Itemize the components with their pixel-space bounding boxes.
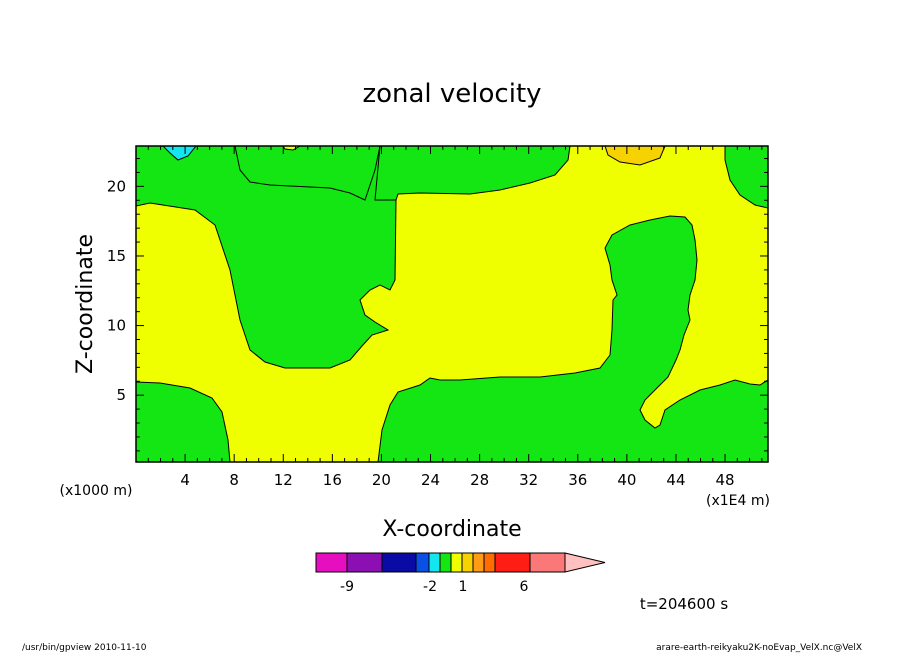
chart-title: zonal velocity: [362, 79, 541, 109]
colorbar-bin: [346, 552, 383, 573]
x-tick-label: 12: [274, 471, 293, 489]
footer-right: arare-earth-reikyaku2K-noEvap_VelX.nc@Ve…: [656, 643, 862, 653]
plot-frame: [135, 145, 769, 463]
contour-region-green-topright: [724, 146, 768, 209]
y-tick-label: 15: [107, 247, 126, 265]
x-tick-label: 32: [519, 471, 538, 489]
y-axis-label: Z-coordinate: [73, 234, 98, 374]
x-tick-label: 24: [421, 471, 440, 489]
y-tick-label: 20: [107, 177, 126, 195]
x-scale-note: (x1E4 m): [706, 493, 770, 509]
x-tick-label: 36: [568, 471, 587, 489]
contour-region-green-bottom: [377, 215, 768, 462]
contour-region-green: [136, 146, 397, 369]
colorbar-labels: -9 -2 1 6: [340, 579, 529, 595]
colorbar-bin: [529, 552, 566, 573]
y-axis-ticks: 5 10 15 20: [107, 158, 768, 452]
colorbar-bin: [483, 552, 496, 573]
y-scale-note: (x1000 m): [60, 483, 133, 499]
x-axis-label: X-coordinate: [382, 517, 521, 542]
colorbar-bin: [428, 552, 441, 573]
colorbar-label: 6: [520, 579, 529, 595]
colorbar-bin: [461, 552, 474, 573]
colorbar-label: -9: [340, 579, 354, 595]
y-tick-label: 10: [107, 317, 126, 335]
x-tick-label: 48: [716, 471, 735, 489]
colorbar-label: 1: [459, 579, 468, 595]
contour-region-cyan: [162, 146, 197, 161]
contour-region-green-top: [374, 146, 571, 201]
colorbar-bin: [415, 552, 430, 573]
x-tick-label: 4: [180, 471, 190, 489]
colorbar-label: -2: [423, 579, 437, 595]
x-tick-label: 16: [323, 471, 342, 489]
colorbar-bin: [381, 552, 417, 573]
time-label: t=204600 s: [640, 595, 728, 613]
colorbar-bin: [439, 552, 452, 573]
colorbar-bin: [494, 552, 531, 573]
footer-left: /usr/bin/gpview 2010-11-10: [22, 643, 147, 653]
colorbar: [315, 552, 606, 573]
colorbar-bin: [315, 552, 348, 573]
x-tick-label: 44: [666, 471, 685, 489]
x-axis-ticks: 4 8 12 16 20 24 28 32 36 40 44 48: [147, 146, 763, 489]
x-tick-label: 8: [229, 471, 239, 489]
colorbar-overflow-arrow: [564, 552, 606, 573]
colorbar-bin: [472, 552, 485, 573]
contour-region-orange: [604, 146, 666, 166]
colorbar-bin: [450, 552, 463, 573]
x-tick-label: 28: [470, 471, 489, 489]
contour-region-green-bottomleft: [136, 381, 231, 462]
y-tick-label: 5: [116, 386, 126, 404]
x-tick-label: 20: [372, 471, 391, 489]
x-tick-label: 40: [617, 471, 636, 489]
